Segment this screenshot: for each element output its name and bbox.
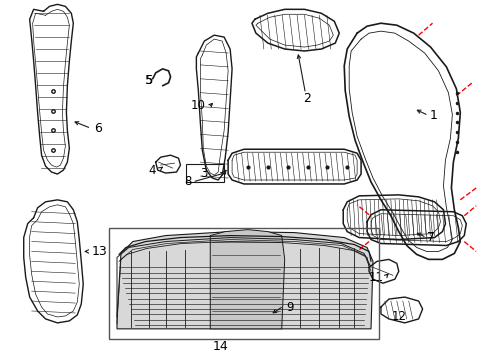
Text: 13: 13 <box>91 245 107 258</box>
Text: 4: 4 <box>148 163 155 176</box>
Text: 12: 12 <box>390 310 406 323</box>
Text: 11: 11 <box>368 271 383 284</box>
Text: 3: 3 <box>200 167 207 180</box>
Text: 6: 6 <box>94 122 102 135</box>
Text: 8: 8 <box>184 175 192 189</box>
Polygon shape <box>117 231 372 329</box>
Text: 1: 1 <box>429 109 437 122</box>
Text: 7: 7 <box>426 231 434 244</box>
Polygon shape <box>210 230 284 329</box>
Text: 14: 14 <box>212 340 227 353</box>
Text: 10: 10 <box>190 99 205 112</box>
Bar <box>109 228 378 339</box>
Text: 5: 5 <box>145 74 152 87</box>
Text: 2: 2 <box>303 92 311 105</box>
Bar <box>186 164 224 182</box>
Text: 9: 9 <box>285 301 293 314</box>
Text: 5: 5 <box>144 74 152 87</box>
